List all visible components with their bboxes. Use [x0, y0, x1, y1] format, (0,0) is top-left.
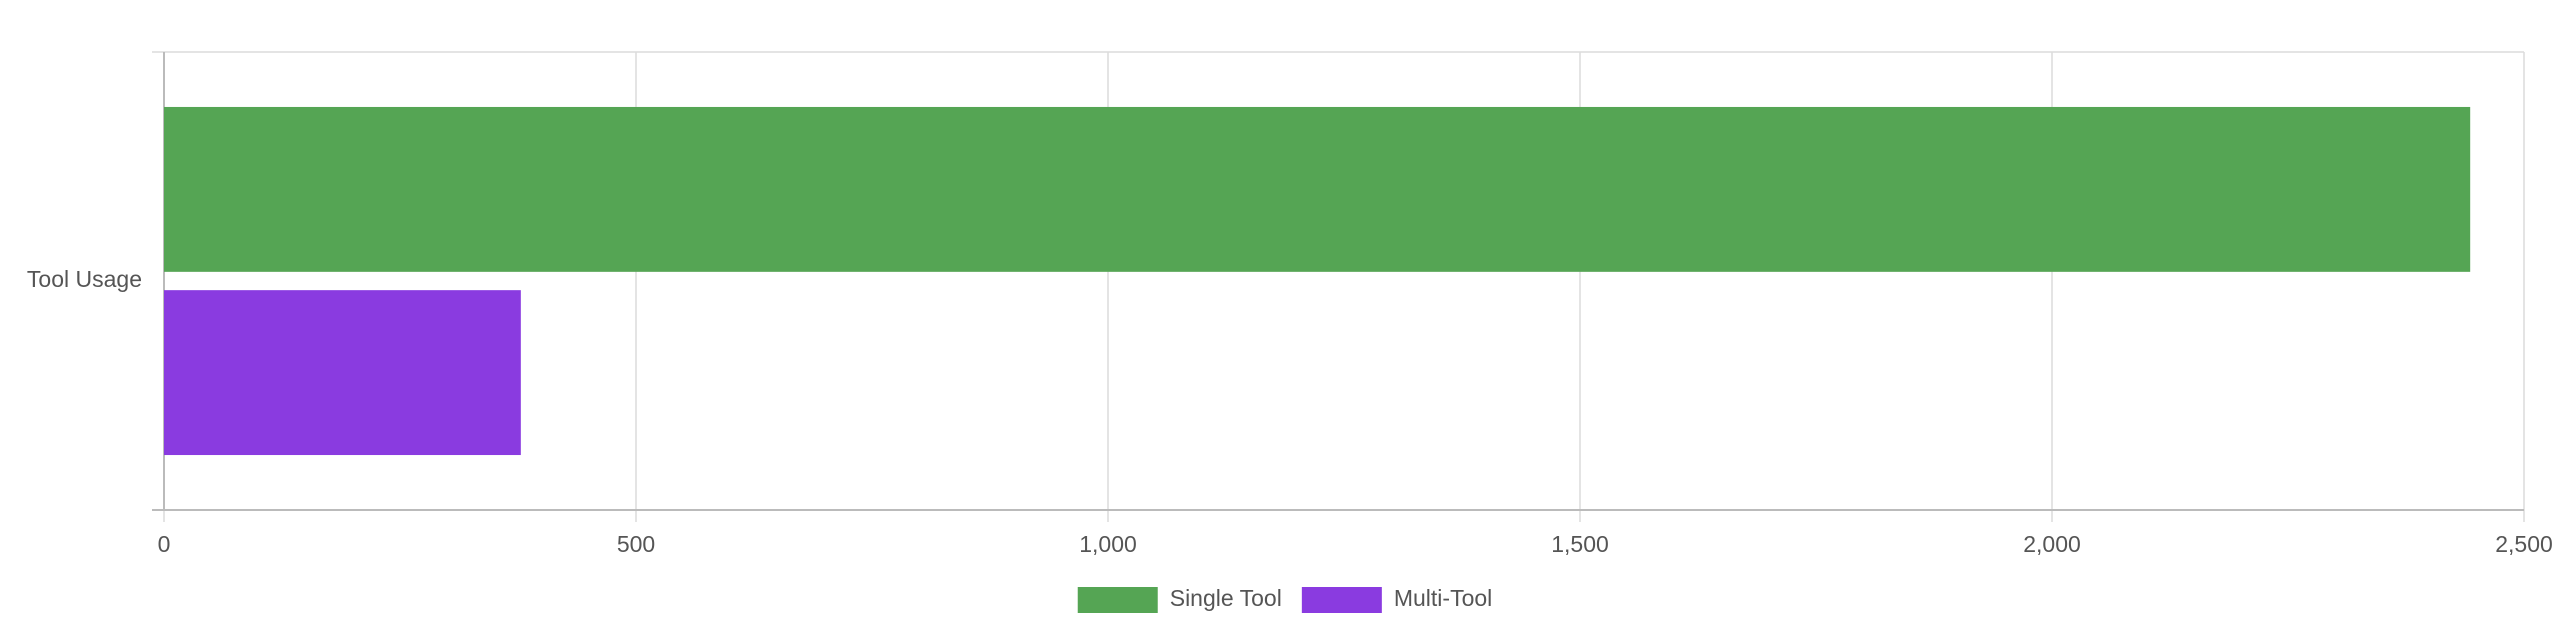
- legend-label: Single Tool: [1170, 585, 1282, 611]
- x-tick-label: 1,500: [1551, 531, 1609, 557]
- x-tick-label: 500: [617, 531, 655, 557]
- x-tick-label: 2,000: [2023, 531, 2081, 557]
- x-tick-label: 1,000: [1079, 531, 1137, 557]
- bar: [164, 106, 2471, 272]
- y-tick-label: Tool Usage: [27, 266, 142, 292]
- x-tick-label: 2,500: [2495, 531, 2553, 557]
- legend-swatch: [1077, 587, 1158, 613]
- legend-swatch: [1301, 587, 1382, 613]
- bar: [164, 290, 521, 456]
- legend-label: Multi-Tool: [1394, 585, 1492, 611]
- x-tick-label: 0: [158, 531, 171, 557]
